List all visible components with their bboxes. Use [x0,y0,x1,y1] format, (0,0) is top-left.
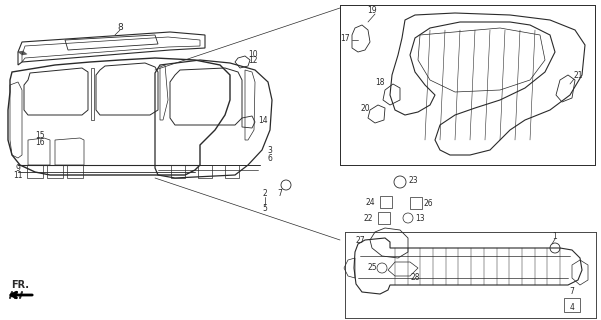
Text: 14: 14 [258,116,267,124]
Text: 24: 24 [365,197,375,206]
Text: 11: 11 [13,171,23,180]
Text: FR.: FR. [11,280,29,290]
Text: 19: 19 [367,5,377,14]
Text: 2: 2 [263,188,267,197]
Text: 21: 21 [573,70,583,79]
Text: 28: 28 [410,274,419,283]
Text: 15: 15 [35,131,44,140]
Text: 22: 22 [363,213,373,222]
Text: 7: 7 [278,188,282,197]
Text: 13: 13 [415,213,425,222]
Text: 10: 10 [248,50,258,59]
Text: 27: 27 [355,236,365,244]
Text: 20: 20 [360,103,370,113]
Text: 26: 26 [423,198,433,207]
Text: 12: 12 [248,55,257,65]
Text: 3: 3 [267,146,272,155]
Text: 9: 9 [16,164,20,172]
Text: 6: 6 [267,154,272,163]
Text: 23: 23 [408,175,418,185]
Text: 25: 25 [367,263,377,273]
Text: 16: 16 [35,138,44,147]
Text: 17: 17 [340,34,350,43]
Text: 1: 1 [553,231,557,241]
Text: 4: 4 [570,303,575,313]
Text: 18: 18 [375,77,385,86]
Text: 5: 5 [263,204,267,212]
Text: 8: 8 [117,22,123,31]
Text: 7: 7 [570,287,575,297]
